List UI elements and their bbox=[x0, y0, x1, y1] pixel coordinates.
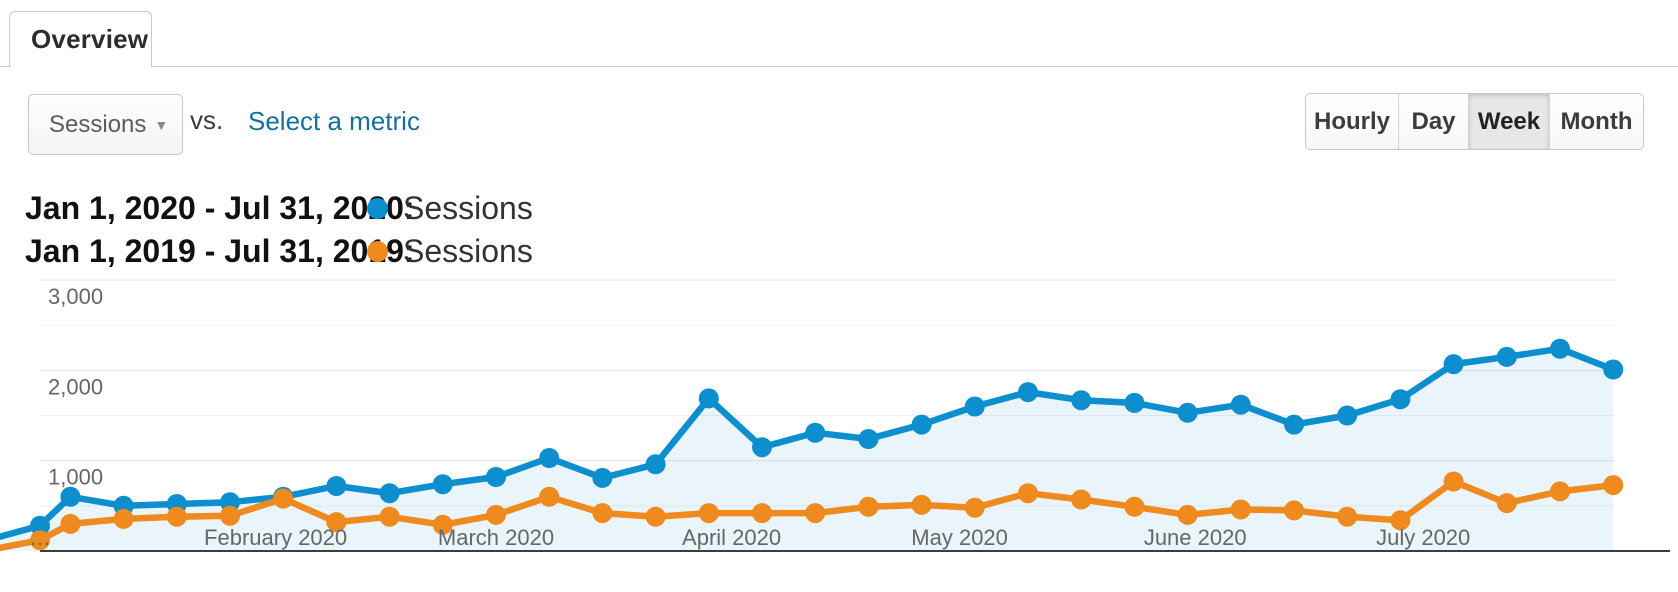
sessions-2020-point[interactable] bbox=[1018, 382, 1038, 403]
sessions-2019-point[interactable] bbox=[1018, 483, 1038, 504]
sessions-2020-point[interactable] bbox=[645, 454, 666, 475]
sessions-2019-point[interactable] bbox=[805, 503, 826, 524]
sessions-2019-point[interactable] bbox=[1443, 471, 1464, 492]
sessions-2020-point[interactable] bbox=[379, 483, 400, 504]
sessions-2019-point[interactable] bbox=[698, 503, 719, 524]
tab-overview[interactable]: Overview bbox=[9, 11, 152, 67]
sessions-2019-point[interactable] bbox=[1603, 475, 1624, 496]
sessions-2020-point[interactable] bbox=[1390, 389, 1411, 410]
sessions-2020-point[interactable] bbox=[911, 414, 932, 435]
y-axis-tick-label: 2,000 bbox=[48, 374, 103, 399]
granularity-day-button[interactable]: Day bbox=[1398, 94, 1468, 149]
sessions-2019-point[interactable] bbox=[1230, 499, 1251, 520]
sessions-2019-point[interactable] bbox=[326, 512, 347, 533]
sessions-2019-point[interactable] bbox=[1550, 481, 1570, 502]
sessions-2020-point[interactable] bbox=[1071, 390, 1092, 411]
x-axis-tick-label: … bbox=[29, 525, 51, 550]
sessions-2020-point[interactable] bbox=[539, 448, 560, 468]
tab-overview-label: Overview bbox=[31, 24, 149, 54]
sessions-2020-point[interactable] bbox=[1124, 392, 1145, 413]
granularity-week-button[interactable]: Week bbox=[1468, 94, 1549, 149]
sessions-2019-point[interactable] bbox=[1124, 496, 1145, 517]
legend-range-2019: Jan 1, 2019 - Jul 31, 2019: bbox=[25, 233, 415, 269]
sessions-2020-point[interactable] bbox=[1337, 405, 1358, 426]
sessions-2020-point[interactable] bbox=[1550, 338, 1570, 359]
sessions-line-chart: 1,000 2,000 3,000 … February 2020 March 2020 A… bbox=[0, 279, 1670, 552]
sessions-2019-point[interactable] bbox=[539, 486, 560, 507]
sessions-2019-point[interactable] bbox=[30, 530, 50, 551]
legend-metric-2020: Sessions bbox=[403, 190, 533, 226]
sessions-2020-point[interactable] bbox=[752, 437, 772, 458]
sessions-2020-point[interactable] bbox=[1603, 359, 1624, 380]
sessions-2019-point[interactable] bbox=[1390, 510, 1411, 531]
sessions-2019-point[interactable] bbox=[858, 496, 879, 517]
chevron-down-icon: ▼ bbox=[154, 116, 169, 133]
granularity-month-button[interactable]: Month bbox=[1549, 94, 1643, 149]
sessions-2020-point[interactable] bbox=[1284, 414, 1304, 435]
sessions-2019-point[interactable] bbox=[1177, 504, 1198, 525]
metric-dropdown[interactable]: Sessions ▼ bbox=[28, 94, 183, 155]
sessions-2019-point[interactable] bbox=[273, 488, 294, 509]
vs-label: vs. bbox=[190, 105, 224, 135]
sessions-2019-point[interactable] bbox=[592, 503, 613, 524]
legend-dot-2019-icon bbox=[367, 241, 388, 262]
sessions-2020-point[interactable] bbox=[1230, 394, 1251, 415]
sessions-2019-point[interactable] bbox=[166, 506, 187, 527]
sessions-2019-point[interactable] bbox=[432, 514, 453, 535]
legend-range-2020: Jan 1, 2020 - Jul 31, 2020: bbox=[25, 190, 415, 226]
sessions-2019-point[interactable] bbox=[1337, 506, 1358, 527]
sessions-2020-area bbox=[0, 348, 1614, 551]
sessions-2019-point[interactable] bbox=[964, 497, 985, 518]
sessions-2020-point[interactable] bbox=[1177, 402, 1198, 423]
sessions-2020-point[interactable] bbox=[592, 467, 613, 488]
y-axis-tick-label: 3,000 bbox=[48, 284, 103, 309]
x-axis-tick-label: April 2020 bbox=[682, 525, 781, 550]
sessions-2019-point[interactable] bbox=[113, 508, 134, 529]
sessions-2020-point[interactable] bbox=[326, 476, 347, 496]
sessions-2020-point[interactable] bbox=[432, 474, 453, 495]
sessions-2020-point[interactable] bbox=[60, 486, 81, 507]
sessions-2019-point[interactable] bbox=[1071, 489, 1092, 510]
sessions-2019-point[interactable] bbox=[1284, 500, 1304, 521]
sessions-2020-point[interactable] bbox=[805, 422, 826, 443]
select-metric-link[interactable]: Select a metric bbox=[248, 106, 420, 136]
x-axis-tick-label: May 2020 bbox=[911, 525, 1008, 550]
sessions-2019-point[interactable] bbox=[486, 504, 506, 525]
sessions-2020-point[interactable] bbox=[1496, 346, 1517, 367]
x-axis-tick-label: March 2020 bbox=[438, 525, 554, 550]
granularity-control: Hourly Day Week Month bbox=[1305, 93, 1644, 150]
sessions-2019-point[interactable] bbox=[645, 506, 666, 527]
x-axis-tick-label: February 2020 bbox=[204, 525, 347, 550]
x-axis-tick-label: June 2020 bbox=[1144, 525, 1247, 550]
y-axis-tick-label: 1,000 bbox=[48, 465, 103, 490]
sessions-2020-point[interactable] bbox=[1443, 354, 1464, 375]
sessions-2019-point[interactable] bbox=[60, 513, 81, 534]
metric-dropdown-value: Sessions bbox=[49, 110, 147, 138]
sessions-2020-point[interactable] bbox=[698, 388, 719, 409]
legend-metric-2019: Sessions bbox=[403, 233, 533, 269]
tabbar-divider bbox=[0, 66, 1678, 67]
sessions-2019-point[interactable] bbox=[911, 494, 932, 515]
sessions-2020-point[interactable] bbox=[964, 396, 985, 417]
granularity-hourly-button[interactable]: Hourly bbox=[1306, 94, 1398, 149]
sessions-2019-point[interactable] bbox=[752, 503, 772, 524]
x-axis-tick-label: July 2020 bbox=[1376, 525, 1470, 550]
sessions-2020-point[interactable] bbox=[30, 515, 50, 536]
sessions-2019-point[interactable] bbox=[379, 506, 400, 527]
sessions-2019-point[interactable] bbox=[220, 505, 240, 526]
sessions-2019-point[interactable] bbox=[1496, 493, 1517, 514]
legend-dot-2020-icon bbox=[367, 198, 388, 219]
sessions-2020-point[interactable] bbox=[858, 429, 879, 449]
sessions-2020-point[interactable] bbox=[486, 467, 506, 487]
